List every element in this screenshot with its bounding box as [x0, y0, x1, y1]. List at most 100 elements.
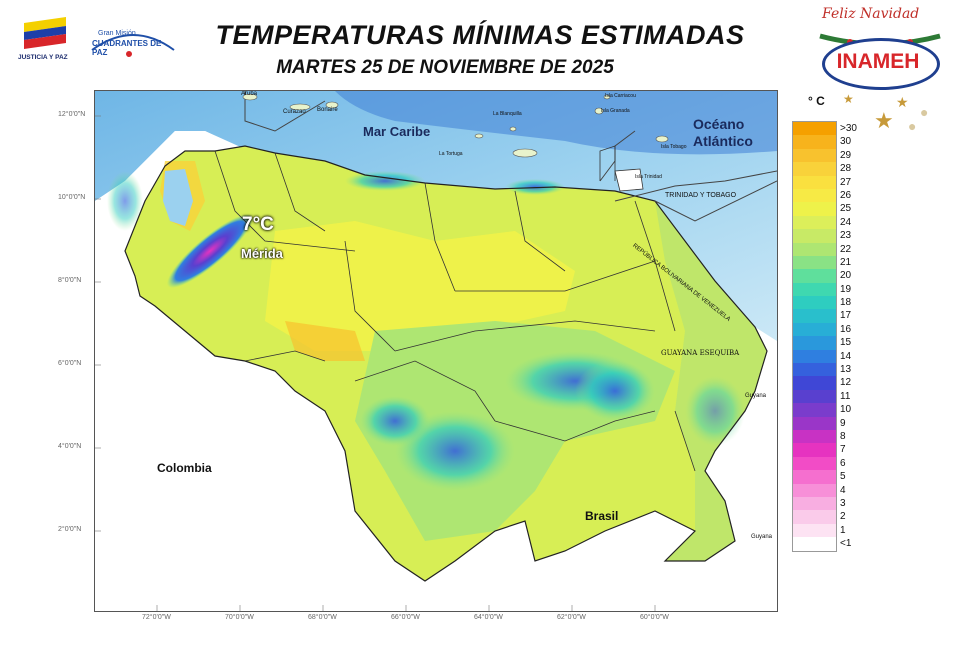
legend-swatch [793, 296, 836, 310]
legend-label: 23 [840, 230, 852, 242]
legend-swatch [793, 456, 836, 471]
label-mar-caribe: Mar Caribe [363, 124, 431, 139]
legend-item: 26 [793, 188, 851, 203]
legend-item: 14 [793, 349, 851, 364]
legend-item: 28 [793, 162, 851, 176]
legend-label: 18 [840, 297, 852, 309]
legend-label: 7 [840, 444, 846, 456]
label-trinidad-tobago: TRINIDAD Y TOBAGO [665, 192, 737, 199]
state-borders [214, 150, 696, 472]
justicia-y-paz-logo: JUSTICIA Y PAZ [18, 17, 78, 64]
cool-patch [575, 361, 655, 421]
coastal-range-cool [505, 179, 565, 195]
legend-swatch [793, 188, 836, 203]
legend-item: 22 [793, 242, 851, 256]
legend-item: 3 [793, 496, 846, 511]
lon-tick-label: 72°0'0"W [142, 614, 171, 621]
lon-tick-label: 66°0'0"W [391, 614, 420, 621]
legend-swatch [793, 429, 836, 444]
legend-item: 7 [793, 443, 846, 457]
cool-patch [685, 376, 745, 446]
label-trinidad: Isla Trinidad [635, 174, 662, 180]
min-temp-value: 7°C [242, 214, 274, 235]
legend-swatch [793, 510, 836, 524]
legend-label: 27 [840, 176, 852, 188]
legend-swatch [793, 135, 836, 149]
legend-label: 15 [840, 337, 852, 349]
legend-swatch [793, 483, 836, 497]
legend-label: 29 [840, 149, 852, 161]
page-title: TEMPERATURAS MÍNIMAS ESTIMADAS [215, 20, 745, 50]
star-ornament-icon: ★ [874, 108, 894, 133]
legend-label: 3 [840, 497, 846, 509]
lon-tick-label: 62°0'0"W [557, 614, 586, 621]
cool-patch [360, 396, 430, 446]
legend-swatch [793, 202, 836, 216]
feliz-navidad-text: Feliz Navidad [822, 6, 920, 22]
lat-tick-label: 2°0'0"N [58, 526, 82, 533]
legend-swatch [793, 122, 836, 136]
inameh-wordmark: INAMEH [836, 50, 920, 73]
legend-label: 22 [840, 243, 852, 255]
legend-label: 19 [840, 283, 852, 295]
legend-label: 24 [840, 216, 852, 228]
legend-swatch [793, 376, 836, 390]
country-outline [124, 145, 768, 582]
legend-swatch [793, 282, 836, 297]
legend-swatch [793, 309, 836, 323]
legend-item: 4 [793, 483, 846, 497]
label-aruba: Aruba [241, 91, 258, 97]
label-guyana-1: Guyana [745, 393, 767, 399]
legend-swatch [793, 162, 836, 176]
legend-label: 8 [840, 430, 846, 442]
legend-item: 16 [793, 322, 851, 337]
page-subtitle: MARTES 25 DE NOVIEMBRE DE 2025 [276, 57, 614, 78]
legend-item: 10 [793, 403, 851, 417]
mision-arc-icon [91, 34, 175, 57]
label-brasil: Brasil [585, 509, 619, 523]
label-granada: Isla Granada [601, 108, 630, 114]
legend-label: 12 [840, 377, 852, 389]
mision-line2: CUADRANTES DE PAZ [92, 39, 162, 57]
legend-label: >30 [840, 123, 857, 134]
legend-swatch [793, 496, 836, 511]
legend-label: 5 [840, 471, 846, 483]
legend-item: 29 [793, 148, 851, 163]
label-tobago: Isla Tobago [661, 144, 687, 150]
legend-swatch [793, 403, 836, 417]
andes-cold [166, 214, 254, 288]
label-curazao: Curazao [283, 109, 306, 115]
legend-swatch [793, 523, 836, 538]
legend-item: 12 [793, 376, 851, 390]
coastal-range-cool [107, 171, 143, 231]
legend-item: 18 [793, 296, 851, 310]
label-merida: Mérida [241, 246, 283, 261]
label-guyana-2: Guyana [751, 534, 773, 540]
lat-tick-label: 10°0'0"N [58, 194, 86, 201]
trinidad-island [614, 168, 644, 192]
warm-llanos [265, 221, 575, 351]
legend-swatch [793, 242, 836, 256]
map-canvas [95, 91, 777, 611]
legend-swatch [793, 229, 836, 243]
islands [242, 93, 669, 158]
legend-label: 30 [840, 136, 852, 148]
legend-swatch [793, 363, 836, 377]
legend-swatch [793, 389, 836, 404]
legend-label: 2 [840, 511, 846, 523]
legend-label: 20 [840, 270, 852, 282]
legend-label: 13 [840, 364, 852, 376]
lat-tick-label: 8°0'0"N [58, 277, 82, 284]
caribbean-sea [95, 91, 777, 341]
legend-item: 19 [793, 282, 851, 297]
label-la-blanquilla: La Blanquilla [493, 111, 522, 117]
legend-item: 20 [793, 269, 851, 283]
legend-swatch [793, 416, 836, 430]
lon-tick-label: 64°0'0"W [474, 614, 503, 621]
coastal-range-cool [345, 171, 425, 191]
legend-item: 17 [793, 309, 851, 323]
label-guayana-esequiba: GUAYANA ESEQUIBA [661, 349, 740, 357]
warm-west [285, 321, 365, 361]
legend-label: <1 [840, 538, 852, 550]
lat-tick-label: 4°0'0"N [58, 443, 82, 450]
